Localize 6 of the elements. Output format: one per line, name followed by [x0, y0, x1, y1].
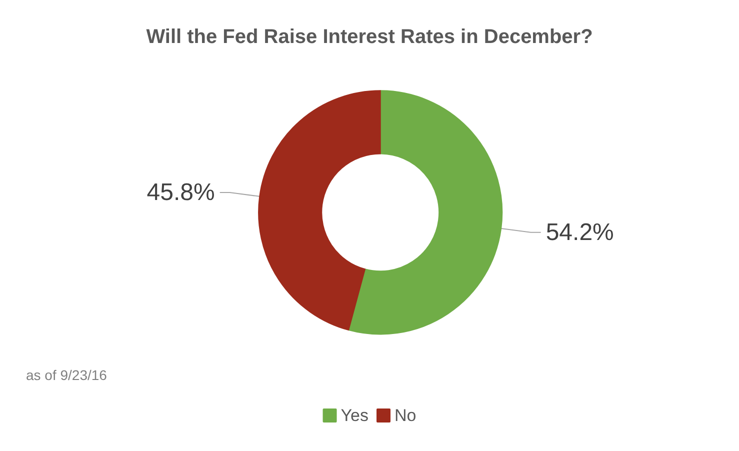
chart-title: Will the Fed Raise Interest Rates in December?: [146, 26, 593, 48]
text: as of 9/23/16: [26, 367, 108, 383]
legend-label: Yes: [340, 406, 368, 425]
legend-label: No: [394, 406, 416, 425]
data-label: 45.8%: [146, 178, 215, 206]
data-label: 54.2%: [546, 218, 614, 246]
